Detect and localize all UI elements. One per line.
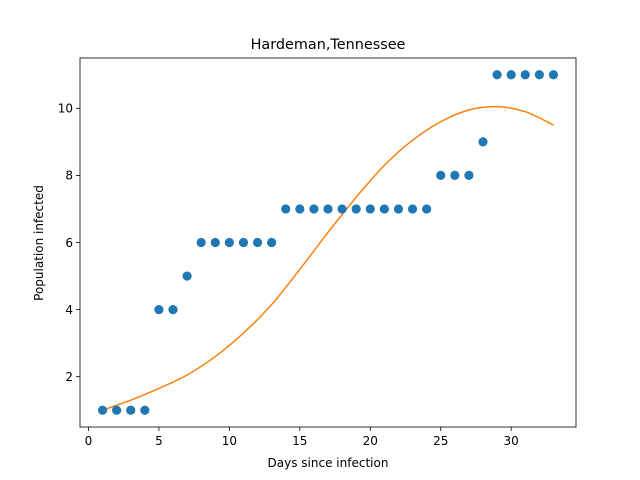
data-point (154, 304, 164, 315)
y-tick-label: 8 (65, 169, 73, 183)
data-point (393, 204, 404, 214)
data-point (520, 70, 530, 80)
data-point (295, 204, 305, 214)
x-axis-label: Days since infection (268, 456, 389, 470)
data-point (210, 237, 220, 248)
y-tick-label: 6 (65, 236, 73, 250)
data-point (196, 237, 206, 248)
y-tick-label: 10 (58, 102, 73, 116)
data-point (168, 304, 178, 315)
data-point (436, 170, 446, 181)
y-tick-label: 4 (65, 303, 73, 317)
x-tick-label: 0 (85, 434, 93, 448)
data-point (351, 204, 361, 214)
x-tick-label: 30 (504, 434, 519, 448)
data-point (422, 204, 432, 214)
chart-title: Hardeman,Tennessee (251, 37, 406, 53)
data-point (182, 271, 192, 281)
x-tick-label: 15 (292, 434, 307, 448)
data-point (112, 405, 122, 415)
data-point (337, 204, 347, 214)
data-point (365, 204, 375, 214)
fit-curve-layer (102, 105, 554, 411)
data-point (238, 237, 249, 248)
data-point (478, 137, 488, 147)
x-axis-ticks: 0 5 10 15 20 25 30 (85, 427, 519, 448)
data-point (140, 405, 150, 415)
data-point (450, 170, 460, 181)
y-axis-ticks: 2 4 6 8 10 (58, 102, 80, 384)
data-point (309, 204, 319, 214)
data-point (281, 204, 291, 214)
data-point (534, 70, 544, 80)
y-axis-label: Population infected (32, 185, 46, 301)
data-point (492, 70, 502, 80)
data-point (224, 237, 234, 248)
data-point (464, 170, 474, 181)
x-tick-label: 20 (363, 434, 378, 448)
data-point (407, 204, 418, 214)
data-point (126, 405, 136, 415)
data-point (267, 237, 277, 248)
x-tick-label: 25 (433, 434, 448, 448)
x-tick-label: 5 (155, 434, 163, 448)
data-point (97, 405, 108, 415)
data-point (252, 237, 263, 248)
data-point (548, 70, 559, 80)
fit-curve-line (102, 105, 554, 411)
data-point (323, 204, 333, 214)
x-tick-label: 10 (222, 434, 237, 448)
scatter-points-layer (97, 70, 559, 415)
data-point (379, 204, 389, 214)
data-point (506, 70, 516, 80)
y-tick-label: 2 (65, 370, 73, 384)
